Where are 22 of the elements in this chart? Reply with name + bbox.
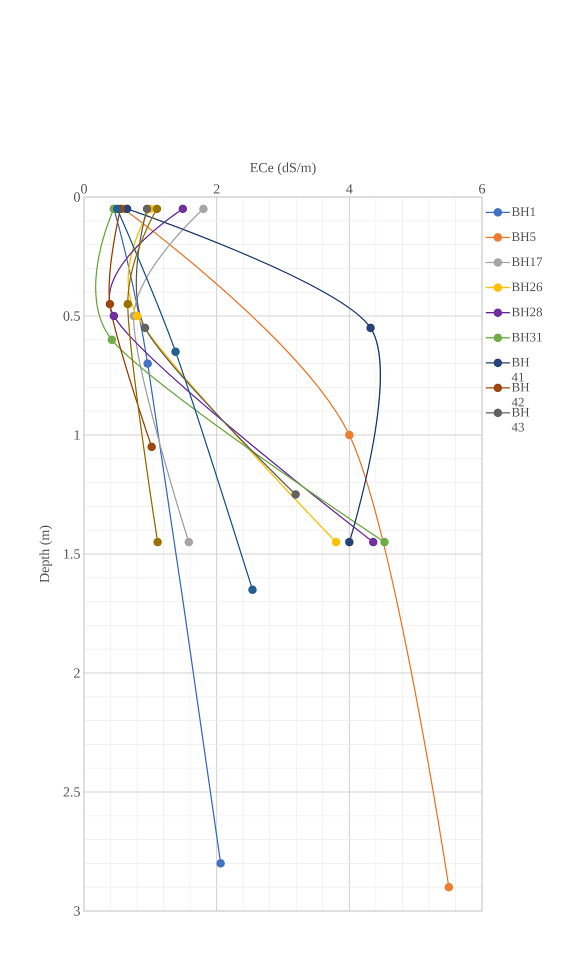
legend-label: BH5	[512, 232, 536, 242]
y-tick-label: 0.5	[64, 311, 80, 321]
legend-label: BH26	[512, 282, 542, 292]
legend-label: BH 42	[512, 382, 530, 406]
legend-label: BH31	[512, 332, 542, 342]
legend-label: BH 41	[512, 358, 530, 382]
y-tick-label: 3	[74, 906, 80, 916]
x-tick-label: 2	[214, 184, 220, 194]
y-tick-label: 1	[74, 430, 80, 440]
legend-label: BH1	[512, 207, 536, 216]
y-axis-title: Depth (m)	[39, 526, 52, 583]
x-axis-title: ECe (dS/m)	[250, 162, 316, 176]
y-tick-label: 2	[74, 668, 80, 678]
x-tick-label: 6	[479, 184, 486, 194]
legend-label: BH28	[512, 308, 542, 316]
x-tick-label: 0	[81, 184, 87, 194]
legend-label: BH 43	[512, 408, 530, 432]
x-tick-label: 4	[346, 184, 353, 194]
legend-label: BH17	[512, 257, 542, 266]
y-tick-label: 1.5	[64, 549, 80, 559]
y-tick-label: 2.5	[64, 787, 80, 797]
y-tick-label: 0	[74, 192, 80, 202]
